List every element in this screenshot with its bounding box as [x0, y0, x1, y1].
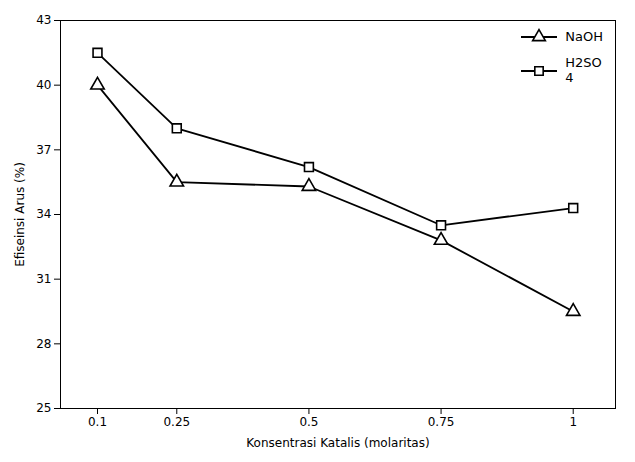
svg-text:0.75: 0.75: [428, 415, 455, 429]
svg-text:40: 40: [36, 78, 51, 92]
svg-text:28: 28: [36, 337, 51, 351]
svg-text:Konsentrasi Katalis (molaritas: Konsentrasi Katalis (molaritas): [246, 436, 429, 450]
svg-text:34: 34: [36, 207, 51, 221]
svg-text:Efiseinsi Arus (%): Efiseinsi Arus (%): [13, 162, 27, 267]
svg-text:0.5: 0.5: [299, 415, 318, 429]
svg-text:31: 31: [36, 272, 51, 286]
html-text:NaOH: NaOH: [565, 28, 603, 44]
svg-text:0.1: 0.1: [88, 415, 107, 429]
svg-text:37: 37: [36, 143, 51, 157]
svg-text:43: 43: [36, 13, 51, 27]
svg-text:25: 25: [36, 401, 51, 415]
svg-text:1: 1: [569, 415, 577, 429]
svg-text:0.25: 0.25: [163, 415, 190, 429]
html-text:H2SO 4: H2SO 4: [565, 55, 602, 85]
